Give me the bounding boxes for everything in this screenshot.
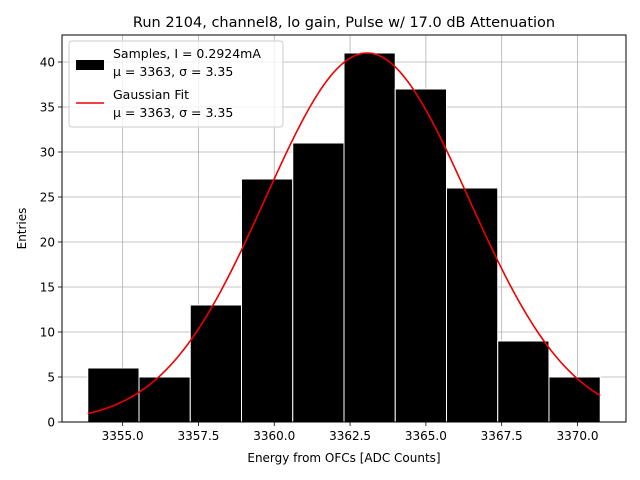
x-tick-label: 3370.0: [556, 429, 598, 443]
y-tick-label: 5: [47, 371, 55, 385]
chart-title: Run 2104, channel8, lo gain, Pulse w/ 17…: [133, 15, 555, 31]
legend-samples-stats: μ = 3363, σ = 3.35: [113, 64, 233, 79]
x-tick-label: 3362.5: [329, 429, 371, 443]
y-tick-label: 25: [40, 191, 55, 205]
x-tick-label: 3367.5: [481, 429, 523, 443]
plot-frame: [61, 34, 627, 423]
legend: Samples, I = 0.2924mA μ = 3363, σ = 3.35…: [68, 40, 284, 128]
y-tick-label: 20: [40, 236, 55, 250]
histogram-bar: [343, 52, 396, 423]
x-tick-label: 3360.0: [253, 429, 295, 443]
legend-samples-swatch: [76, 60, 104, 70]
y-tick-label: 30: [40, 146, 55, 160]
legend-box: [68, 40, 284, 128]
histogram-bar: [189, 304, 243, 423]
x-tick-label: 3355.0: [102, 429, 144, 443]
histogram-bar: [87, 367, 140, 423]
y-tick-label: 40: [40, 56, 55, 70]
y-tick-label: 10: [40, 326, 55, 340]
histogram-bar: [394, 88, 447, 423]
fit-layer: [87, 52, 601, 415]
y-axis-label: Entries: [15, 208, 29, 250]
y-tick-label: 0: [47, 416, 55, 430]
x-tick-label: 3365.0: [405, 429, 447, 443]
x-tick-label: 3357.5: [177, 429, 219, 443]
legend-fit-label: Gaussian Fit: [113, 87, 189, 102]
x-axis-label: Energy from OFCs [ADC Counts]: [247, 451, 440, 465]
gaussian-fit-curve: [87, 52, 601, 415]
legend-samples-label: Samples, I = 0.2924mA: [113, 46, 261, 61]
y-tick-label: 15: [40, 281, 55, 295]
histogram-bar: [445, 187, 499, 423]
y-tick-label: 35: [40, 101, 55, 115]
histogram-bar: [548, 376, 601, 423]
tick-layer: 3355.0 3357.5 3360.0 3362.5 3365.0 3367.5 3370…: [40, 56, 599, 444]
legend-fit-stats: μ = 3363, σ = 3.35: [113, 105, 233, 120]
bar-layer: [87, 52, 601, 423]
histogram-bar: [138, 376, 191, 423]
histogram-bar: [497, 340, 550, 423]
histogram-bar: [241, 178, 294, 423]
histogram-bar: [292, 142, 345, 423]
